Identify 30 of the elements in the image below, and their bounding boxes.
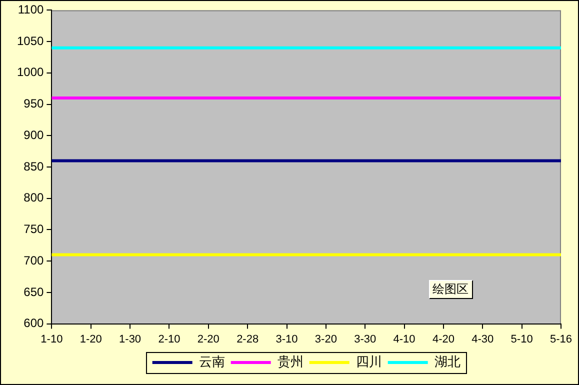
x-tick-label: 5-16 xyxy=(550,333,572,346)
x-tick-label: 4-10 xyxy=(393,333,416,346)
y-tick-label: 750 xyxy=(24,222,44,236)
y-tick-label: 800 xyxy=(24,190,44,205)
x-tick-label: 2-20 xyxy=(197,333,220,346)
x-tick-label: 3-30 xyxy=(354,333,376,346)
y-tick-label: 1000 xyxy=(16,65,44,80)
x-tick-label: 1-30 xyxy=(119,333,142,346)
x-tick-label: 2-10 xyxy=(158,333,180,346)
legend-label: 云南 xyxy=(198,354,225,370)
legend-label: 湖北 xyxy=(434,354,460,370)
legend-label: 四川 xyxy=(356,354,382,370)
y-tick-label: 700 xyxy=(24,253,44,268)
x-tick-label: 4-20 xyxy=(432,333,454,346)
x-tick-label: 3-10 xyxy=(276,333,298,346)
x-tick-label: 4-30 xyxy=(472,333,494,346)
x-tick-label: 2-28 xyxy=(236,333,259,346)
y-tick-label: 900 xyxy=(24,128,44,142)
x-tick-label: 3-20 xyxy=(314,333,337,346)
legend-label: 贵州 xyxy=(277,354,304,370)
annotation: 绘图区 xyxy=(428,280,473,299)
y-tick-label: 600 xyxy=(24,316,44,330)
x-tick-label: 1-10 xyxy=(40,333,63,346)
y-tick-label: 950 xyxy=(24,96,44,111)
x-tick-label: 1-20 xyxy=(80,333,102,346)
y-tick-label: 850 xyxy=(24,159,44,174)
y-tick-label: 1050 xyxy=(16,34,44,48)
x-tick-label: 5-10 xyxy=(510,333,533,346)
y-tick-label: 1100 xyxy=(18,2,44,17)
y-tick-label: 650 xyxy=(24,284,44,299)
